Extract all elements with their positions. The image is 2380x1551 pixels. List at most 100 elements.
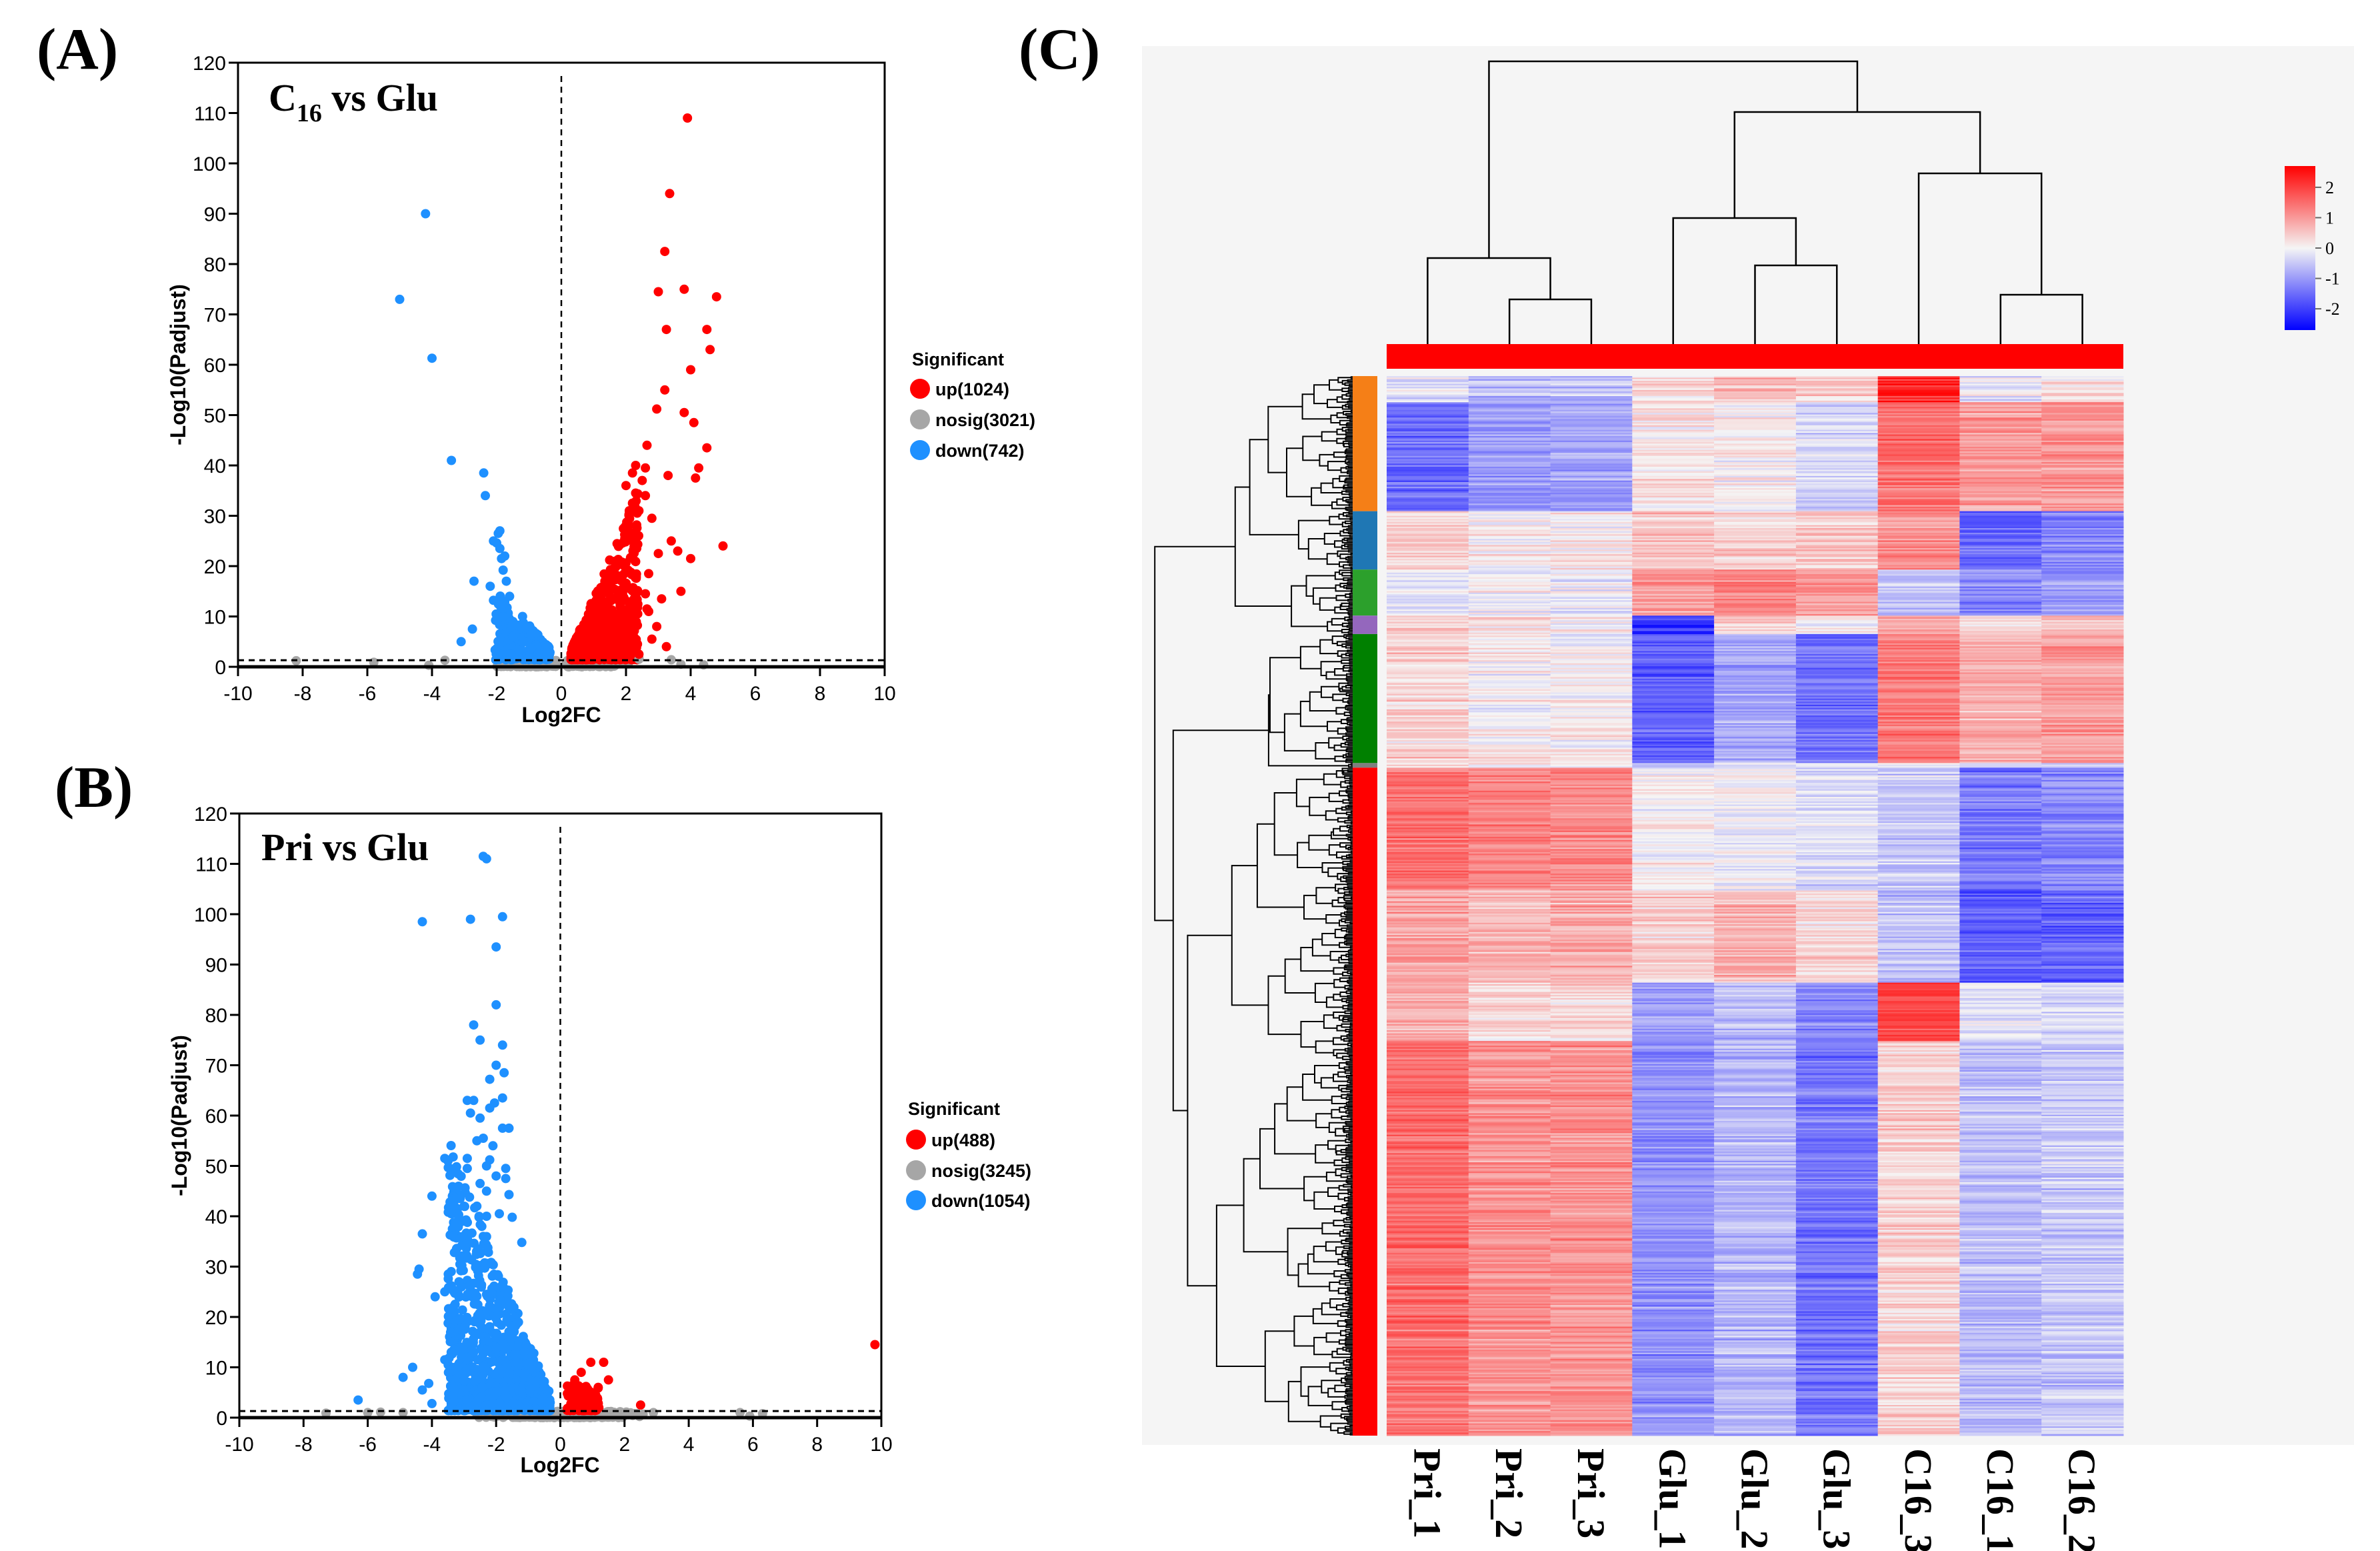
- point-down: [523, 653, 533, 663]
- heatmap-cell: [1795, 540, 1879, 543]
- heatmap-cell: [1468, 506, 1551, 509]
- point-up: [691, 473, 701, 483]
- heatmap-cell: [1468, 527, 1551, 530]
- heatmap-cell: [1468, 607, 1551, 610]
- heatmap-cell: [2041, 575, 2124, 578]
- heatmap-cell: [1877, 459, 1960, 461]
- heatmap-cell: [1795, 535, 1879, 538]
- point-down: [456, 1266, 466, 1276]
- heatmap-cell: [1714, 489, 1797, 492]
- heatmap-cell: [1714, 429, 1797, 432]
- heatmap-cell: [1550, 434, 1633, 437]
- heatmap-cell: [1714, 483, 1797, 485]
- heatmap-cell: [1468, 455, 1551, 458]
- point-up: [644, 607, 653, 616]
- point-up: [661, 325, 671, 335]
- heatmap-cell: [1877, 400, 1960, 403]
- heatmap-cell: [2041, 587, 2124, 590]
- point-down: [469, 1020, 479, 1030]
- heatmap-cell: [1632, 454, 1715, 457]
- heatmap-cell: [1795, 425, 1879, 427]
- heatmap-cell: [2041, 395, 2124, 398]
- heatmap-cell: [1714, 574, 1797, 576]
- heatmap-cell: [1632, 479, 1715, 481]
- heatmap-cell: [1550, 376, 1633, 378]
- heatmap-cell: [1468, 409, 1551, 412]
- heatmap-cell: [1632, 543, 1715, 545]
- heatmap-cell: [1550, 571, 1633, 573]
- heatmap-cell: [1714, 589, 1797, 591]
- heatmap-cell: [1632, 403, 1715, 406]
- point-down: [485, 1074, 495, 1084]
- heatmap-cell: [1795, 379, 1879, 381]
- heatmap-cell: [1959, 581, 2042, 584]
- point-down: [467, 1362, 477, 1372]
- point-up: [596, 607, 606, 617]
- heatmap-cell: [1468, 485, 1551, 487]
- heatmap-cell: [2041, 474, 2124, 477]
- heatmap-cell: [1387, 597, 1469, 599]
- heatmap-cell: [1795, 569, 1879, 571]
- heatmap-cell: [1714, 506, 1797, 509]
- heatmap-cell: [1387, 377, 1469, 379]
- heatmap-cell: [1959, 446, 2042, 449]
- heatmap-cell: [1959, 561, 2042, 564]
- data-points: [321, 852, 880, 1422]
- heatmap-cell: [1387, 506, 1469, 509]
- heatmap-cell: [1387, 578, 1469, 581]
- heatmap-cell: [1795, 415, 1879, 418]
- heatmap-cell: [2041, 617, 2124, 619]
- heatmap-cell: [2041, 399, 2124, 401]
- heatmap-cell: [1959, 611, 2042, 613]
- heatmap-cell: [1795, 611, 1879, 613]
- heatmap-cell: [1468, 600, 1551, 602]
- legend-down-label: down(742): [935, 441, 1025, 461]
- point-down: [481, 1186, 491, 1196]
- heatmap-cell: [1877, 488, 1960, 490]
- heatmap-cell: [1550, 581, 1633, 584]
- x-tick-label: -6: [359, 1434, 377, 1456]
- heatmap-cell: [1468, 394, 1551, 397]
- heatmap-cell: [2041, 405, 2124, 407]
- heatmap-cell: [1550, 415, 1633, 418]
- heatmap-cell: [1632, 519, 1715, 521]
- heatmap-cell: [1632, 535, 1715, 538]
- heatmap-cell: [2041, 598, 2124, 601]
- heatmap-cell: [1877, 417, 1960, 419]
- heatmap-cell: [1795, 474, 1879, 477]
- heatmap-cell: [1468, 425, 1551, 427]
- heatmap-cell: [1632, 515, 1715, 518]
- heatmap-cell: [1959, 445, 2042, 447]
- point-up: [686, 365, 695, 375]
- heatmap-cell: [1714, 469, 1797, 472]
- y-tick-label: 100: [193, 153, 226, 175]
- heatmap-cell: [1877, 499, 1960, 501]
- point-down: [482, 1345, 492, 1355]
- heatmap-cell: [1632, 605, 1715, 607]
- heatmap-cell: [1387, 425, 1469, 427]
- x-tick-label: -8: [295, 1434, 313, 1456]
- heatmap-cell: [1632, 423, 1715, 426]
- heatmap-cell: [1714, 453, 1797, 455]
- heatmap-cell: [1468, 611, 1551, 613]
- heatmap-cell: [2041, 532, 2124, 535]
- heatmap-cell: [1468, 439, 1551, 441]
- heatmap-cell: [1468, 595, 1551, 598]
- heatmap-cell: [2041, 500, 2124, 503]
- heatmap-cell: [1877, 509, 1960, 512]
- heatmap-cell: [1632, 552, 1715, 555]
- heatmap-cell: [1795, 594, 1879, 596]
- heatmap-cell: [2041, 560, 2124, 563]
- heatmap-cell: [1795, 586, 1879, 589]
- heatmap-cell: [1550, 621, 1633, 624]
- heatmap-cell: [1877, 531, 1960, 533]
- point-down: [417, 1385, 427, 1395]
- heatmap-cell: [1877, 463, 1960, 465]
- heatmap-cell: [1795, 514, 1879, 516]
- heatmap-cell: [1795, 557, 1879, 559]
- point-up: [647, 513, 657, 523]
- heatmap-cell: [1468, 509, 1551, 512]
- heatmap-cell: [1795, 477, 1879, 479]
- heatmap-cell: [1714, 495, 1797, 498]
- heatmap-cell: [1877, 521, 1960, 524]
